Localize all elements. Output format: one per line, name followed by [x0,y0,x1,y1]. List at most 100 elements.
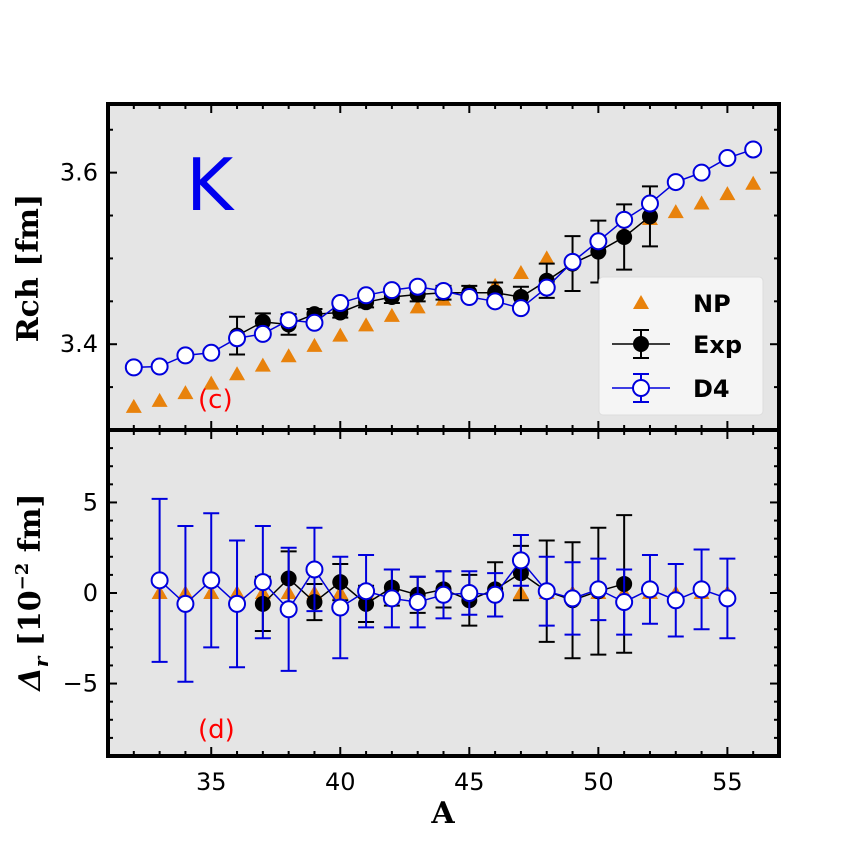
point-d4 [253,573,272,592]
bottom-ytick-labels: −5 0 5 [63,488,98,697]
point-np [667,204,684,219]
x-tick-label: 35 [196,768,227,796]
point-np [719,186,736,201]
point-np [409,299,426,314]
legend-marker-np [633,295,649,309]
element-label: K [186,143,235,227]
point-d4 [486,292,505,311]
point-d4 [279,600,298,619]
x-axis-title: A [430,796,455,831]
point-d4 [460,584,479,602]
point-d4 [150,571,169,590]
point-d4 [744,140,763,159]
point-np [306,337,323,352]
point-d4 [615,593,634,612]
point-np [358,317,375,332]
panel-label-d: (d) [198,715,235,745]
point-d4 [331,294,350,313]
point-d4 [486,585,505,604]
bottom-data [150,497,737,683]
point-d4 [666,173,685,192]
point-np [538,250,555,265]
point-d4 [253,324,272,343]
panel-bottom: (d) −5 0 5 35 40 45 50 55 A Δr [10−2 fm] [12,428,781,831]
panel-top: K (c) NP Exp D4 3.4 3.6 Rch [fm] [11,102,781,432]
point-np [125,398,142,413]
point-d4 [434,282,453,301]
point-d4 [305,560,324,579]
ylabel-close: fm] [13,493,48,562]
point-d4 [434,585,453,604]
point-exp [616,228,633,245]
panel-label-c: (c) [198,385,233,415]
point-np [151,392,168,407]
point-np [693,195,710,210]
point-d4 [589,580,608,599]
top-y-axis-title: Rch [fm] [11,194,46,343]
x-tick-label: 55 [712,768,743,796]
point-d4 [408,593,427,612]
legend-label-d4: D4 [693,375,730,403]
bottom-panel-frame [106,428,781,758]
legend-label-exp: Exp [693,331,742,359]
ylabel-open: [10 [13,590,48,656]
point-exp [641,208,658,225]
x-tick-labels: 35 40 45 50 55 [196,768,743,796]
top-data [124,140,763,413]
point-np [512,265,529,280]
point-d4 [202,571,221,590]
bottom-ytick-label: 0 [83,579,98,607]
point-d4 [615,210,634,229]
point-np [177,385,194,400]
point-d4 [692,163,711,182]
point-d4 [357,582,376,601]
point-d4 [537,582,556,601]
point-np [332,327,349,342]
point-np [254,357,271,372]
top-ytick-label: 3.4 [60,330,98,358]
point-d4 [228,594,247,613]
point-d4 [511,551,530,570]
point-d4 [640,580,659,599]
bottom-ytick-label: −5 [63,670,98,698]
legend-marker-exp [633,336,649,352]
point-d4 [408,277,427,296]
point-d4 [666,591,685,610]
point-d4 [460,288,479,307]
point-d4 [718,149,737,168]
point-d4 [563,252,582,271]
point-d4 [563,589,582,608]
point-d4 [305,313,324,332]
legend: NP Exp D4 [598,276,764,416]
point-d4 [537,278,556,297]
point-d4 [382,589,401,608]
point-d4 [589,232,608,251]
top-ytick-label: 3.6 [60,159,98,187]
legend-marker-d4 [632,379,650,397]
point-d4 [357,286,376,305]
point-d4 [124,358,143,377]
ylabel-delta: Δ [13,667,48,692]
point-d4 [511,299,530,318]
bottom-y-axis-title: Δr [10−2 fm] [12,493,53,692]
point-d4 [228,329,247,348]
legend-label-np: NP [693,290,731,318]
ylabel-sub: r [29,655,53,667]
point-np [203,375,220,390]
ylabel-sup: −2 [12,563,33,591]
point-np [229,366,246,381]
x-tick-label: 50 [583,768,614,796]
point-d4 [202,343,221,362]
point-d4 [176,346,195,365]
point-np [280,348,297,363]
bottom-ytick-label: 5 [83,488,98,516]
point-d4 [331,598,350,617]
point-d4 [640,194,659,213]
point-d4 [150,357,169,376]
point-d4 [279,311,298,330]
top-ytick-labels: 3.4 3.6 [60,159,98,359]
point-d4 [692,580,711,599]
x-tick-label: 40 [325,768,356,796]
point-d4 [718,589,737,608]
